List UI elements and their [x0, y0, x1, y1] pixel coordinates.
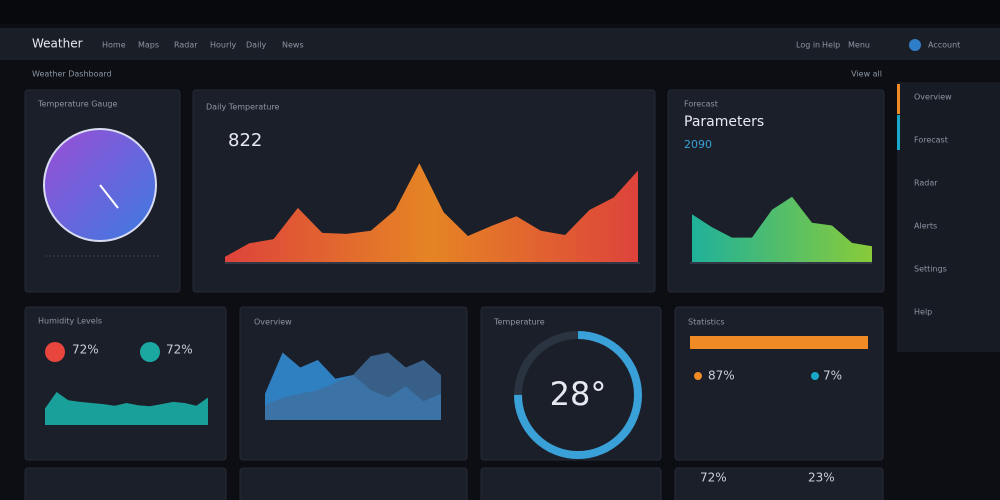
sidebar-item[interactable]: Radar	[914, 179, 938, 188]
widget-value: 822	[228, 130, 262, 151]
avatar[interactable]	[909, 39, 921, 51]
nav-item[interactable]: Radar	[174, 41, 198, 50]
widget-title: Overview	[254, 318, 292, 327]
browser-bar	[0, 0, 1000, 24]
gauge-needle	[99, 184, 119, 209]
panel	[239, 467, 468, 500]
panel	[24, 467, 227, 500]
stat-icon	[694, 372, 702, 380]
stat: 87%	[708, 369, 735, 383]
nav-item[interactable]: Daily	[246, 41, 267, 50]
sidebar-item[interactable]: Help	[914, 308, 932, 317]
widget-title: Statistics	[688, 318, 725, 327]
widget-heading: Parameters	[684, 114, 764, 130]
stat-icon	[811, 372, 819, 380]
ring-value: 28°	[550, 375, 607, 413]
sidebar-accent	[897, 84, 900, 114]
nav-item[interactable]: Home	[102, 41, 126, 50]
user[interactable]: Account	[928, 41, 960, 50]
panel	[480, 467, 662, 500]
area-series	[45, 392, 208, 425]
stat: 72%	[166, 343, 193, 357]
panel	[674, 306, 884, 461]
subheader-right[interactable]: View all	[851, 70, 882, 79]
panel	[24, 306, 227, 461]
widget-title: Daily Temperature	[206, 103, 280, 112]
sidebar-item[interactable]: Settings	[914, 265, 947, 274]
sidebar-item[interactable]: Alerts	[914, 222, 937, 231]
sidebar-item[interactable]: Forecast	[914, 136, 948, 145]
area-series	[692, 196, 872, 262]
sidebar-accent	[897, 115, 900, 150]
sidebar-item[interactable]: Overview	[914, 93, 952, 102]
nav-item[interactable]: Hourly	[210, 41, 236, 50]
nav-action[interactable]: Menu	[848, 41, 870, 50]
progress-bar	[690, 336, 868, 349]
ring-progress	[514, 331, 642, 459]
nav-action[interactable]: Log in	[796, 41, 820, 50]
widget-title: Forecast	[684, 100, 718, 109]
stat: 72%	[700, 471, 727, 485]
subheader-left: Weather Dashboard	[32, 70, 112, 79]
sidebar	[897, 82, 1000, 352]
widget-title: Temperature Gauge	[37, 100, 117, 109]
nav-item[interactable]: News	[282, 41, 304, 50]
widget-title: Humidity Levels	[38, 317, 102, 326]
area-series	[265, 352, 441, 420]
area-series	[225, 163, 638, 262]
nav-item[interactable]: Maps	[138, 41, 159, 50]
stat: 23%	[808, 471, 835, 485]
panel	[674, 467, 884, 500]
stat: 72%	[72, 343, 99, 357]
nav-action[interactable]: Help	[822, 41, 840, 50]
widget-value: 2090	[684, 138, 712, 151]
stat: 7%	[823, 369, 842, 383]
stat-icon	[140, 342, 160, 362]
nav-bar	[0, 28, 1000, 60]
widget-title: Temperature	[493, 318, 545, 327]
logo[interactable]: Weather	[32, 37, 83, 51]
stat-icon	[45, 342, 65, 362]
